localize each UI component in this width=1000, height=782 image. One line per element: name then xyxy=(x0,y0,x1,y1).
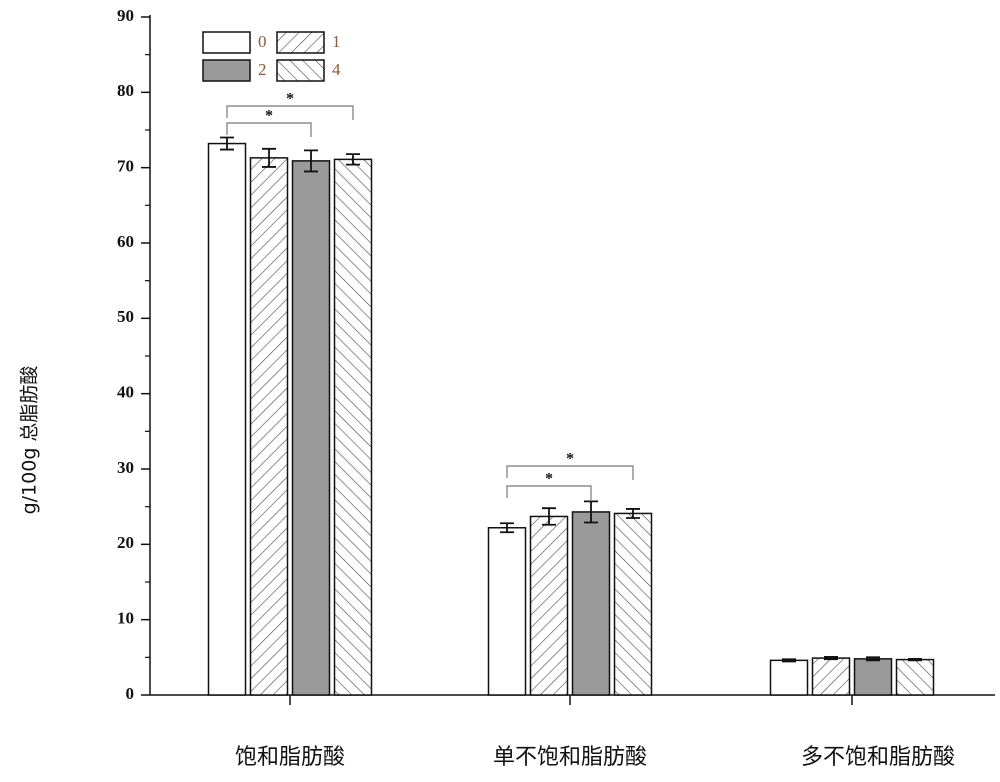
significance-mark: * xyxy=(545,471,553,488)
error-bar xyxy=(824,656,838,661)
y-tick-label: 50 xyxy=(117,307,134,326)
bar xyxy=(895,658,935,696)
y-tick-label: 60 xyxy=(117,232,134,251)
significance-bracket xyxy=(226,122,312,137)
error-bar xyxy=(584,500,598,524)
error-bar xyxy=(304,149,318,173)
x-tick-label: 多不饱和脂肪酸 xyxy=(801,745,955,770)
legend-label: 1 xyxy=(332,32,341,51)
error-bar xyxy=(500,522,514,534)
bar xyxy=(529,515,569,696)
legend-label: 2 xyxy=(258,60,267,79)
x-tick-label: 单不饱和脂肪酸 xyxy=(493,745,647,770)
error-bar xyxy=(542,507,556,526)
bar xyxy=(571,511,611,696)
significance-bracket xyxy=(506,485,592,500)
y-tick-label: 80 xyxy=(117,81,134,100)
error-bar xyxy=(220,136,234,151)
y-tick-label: 0 xyxy=(126,684,135,703)
bar xyxy=(207,142,247,696)
significance-mark: * xyxy=(265,108,273,125)
significance-mark: * xyxy=(286,91,294,108)
bar xyxy=(769,659,809,696)
significance-bracket xyxy=(226,105,354,120)
legend-swatch xyxy=(202,31,251,54)
legend-swatch xyxy=(276,59,325,82)
legend-swatch xyxy=(202,59,251,82)
bar xyxy=(853,658,893,696)
bar xyxy=(811,657,851,696)
significance-bracket xyxy=(506,465,634,480)
y-tick-label: 30 xyxy=(117,458,134,477)
legend-label: 0 xyxy=(258,32,267,51)
y-tick-label: 40 xyxy=(117,383,134,402)
y-tick-label: 10 xyxy=(117,609,134,628)
significance-mark: * xyxy=(566,451,574,468)
legend-swatch xyxy=(276,31,325,54)
bar xyxy=(333,158,373,696)
bar xyxy=(613,512,653,696)
y-axis-label: g/100g 总脂肪酸 xyxy=(19,366,41,515)
bar xyxy=(249,157,289,696)
y-tick-label: 70 xyxy=(117,157,134,176)
error-bar xyxy=(346,153,360,166)
x-tick-label: 饱和脂肪酸 xyxy=(235,745,345,770)
error-bar xyxy=(626,508,640,519)
bar xyxy=(487,527,527,696)
legend-label: 4 xyxy=(332,60,341,79)
bar xyxy=(291,160,331,696)
error-bar xyxy=(262,147,276,168)
error-bar xyxy=(866,656,880,662)
error-bar xyxy=(782,658,796,663)
error-bar xyxy=(908,657,922,662)
y-tick-label: 90 xyxy=(117,6,134,25)
y-tick-label: 20 xyxy=(117,533,134,552)
